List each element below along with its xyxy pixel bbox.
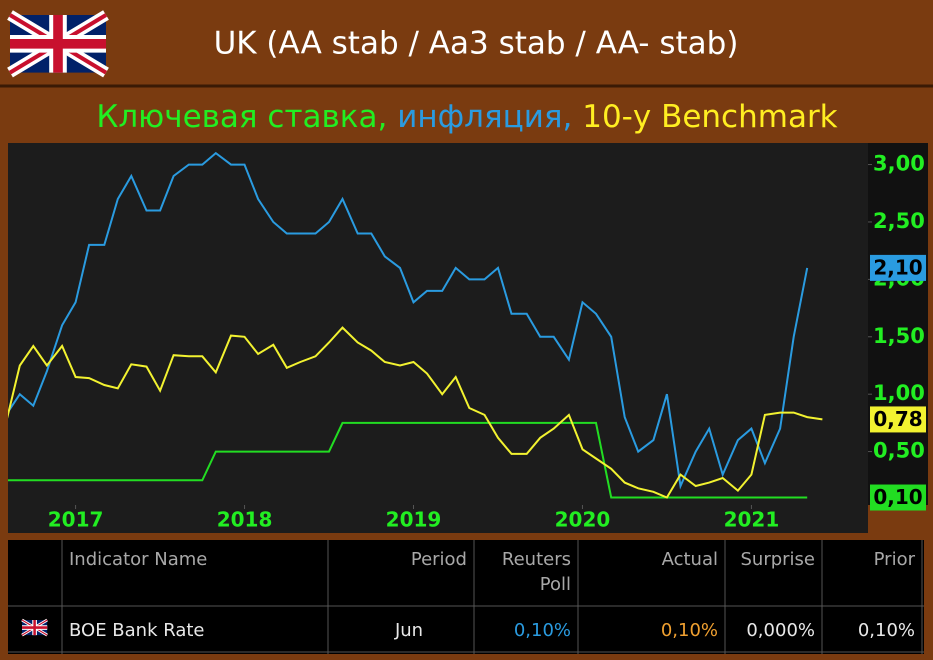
- y-tick-label: 1,50: [873, 324, 925, 348]
- column-header: Reuters: [502, 549, 571, 570]
- x-tick-label: 2019: [386, 508, 442, 532]
- y-tick-label: 3,00: [873, 152, 925, 176]
- y-tick-label: 2,50: [873, 209, 925, 233]
- subtitle: Ключевая ставка, инфляция, 10-y Benchmar…: [96, 99, 837, 135]
- table: [8, 540, 924, 654]
- end-label-box: [870, 484, 926, 511]
- x-tick-label: 2018: [217, 508, 273, 532]
- column-header: Indicator Name: [69, 549, 207, 570]
- column-header: Surprise: [740, 549, 815, 570]
- table-cell: BOE Bank Rate: [69, 620, 205, 641]
- series-line: [8, 326, 823, 499]
- axis-area: [868, 143, 928, 505]
- end-label-box: [870, 254, 926, 281]
- flag: [10, 15, 106, 73]
- subtitle-part: 10-y Benchmark: [582, 99, 837, 135]
- plot-area: [8, 143, 868, 533]
- table-cell: 0,000%: [746, 620, 815, 641]
- subtitle-part: инфляция,: [397, 99, 572, 135]
- x-tick-label: 2017: [48, 508, 104, 532]
- title: UK (AA stab / Aa3 stab / AA- stab): [214, 26, 739, 62]
- column-header: Actual: [662, 549, 718, 570]
- table-cell: Jun: [394, 620, 423, 641]
- column-header: Poll: [540, 574, 571, 595]
- table-cell: 0,10%: [858, 620, 915, 641]
- table-cells: Indicator Name Period Reuters Poll Actual Sur…: [8, 540, 924, 654]
- subtitle-part: Ключевая ставка,: [96, 99, 387, 135]
- end-label-box: [870, 406, 926, 433]
- x-tick-label: 2021: [724, 508, 780, 532]
- y-tick-label: 0,50: [873, 439, 925, 463]
- end-label: 0,10: [873, 485, 922, 509]
- series-line: [8, 421, 808, 499]
- end-label: 2,10: [873, 255, 922, 279]
- end-label: 0,78: [873, 407, 922, 431]
- series-line: [8, 151, 809, 490]
- x-tick-label: 2020: [555, 508, 611, 532]
- table-cell: 0,10%: [661, 620, 718, 641]
- y-tick-label: 1,00: [873, 381, 925, 405]
- column-header: Prior: [874, 549, 916, 570]
- row-flag: [22, 620, 47, 635]
- column-header: Period: [411, 549, 467, 570]
- chart: 0,501,001,502,002,503,002017201820192020…: [8, 151, 926, 532]
- table-cell: 0,10%: [514, 620, 571, 641]
